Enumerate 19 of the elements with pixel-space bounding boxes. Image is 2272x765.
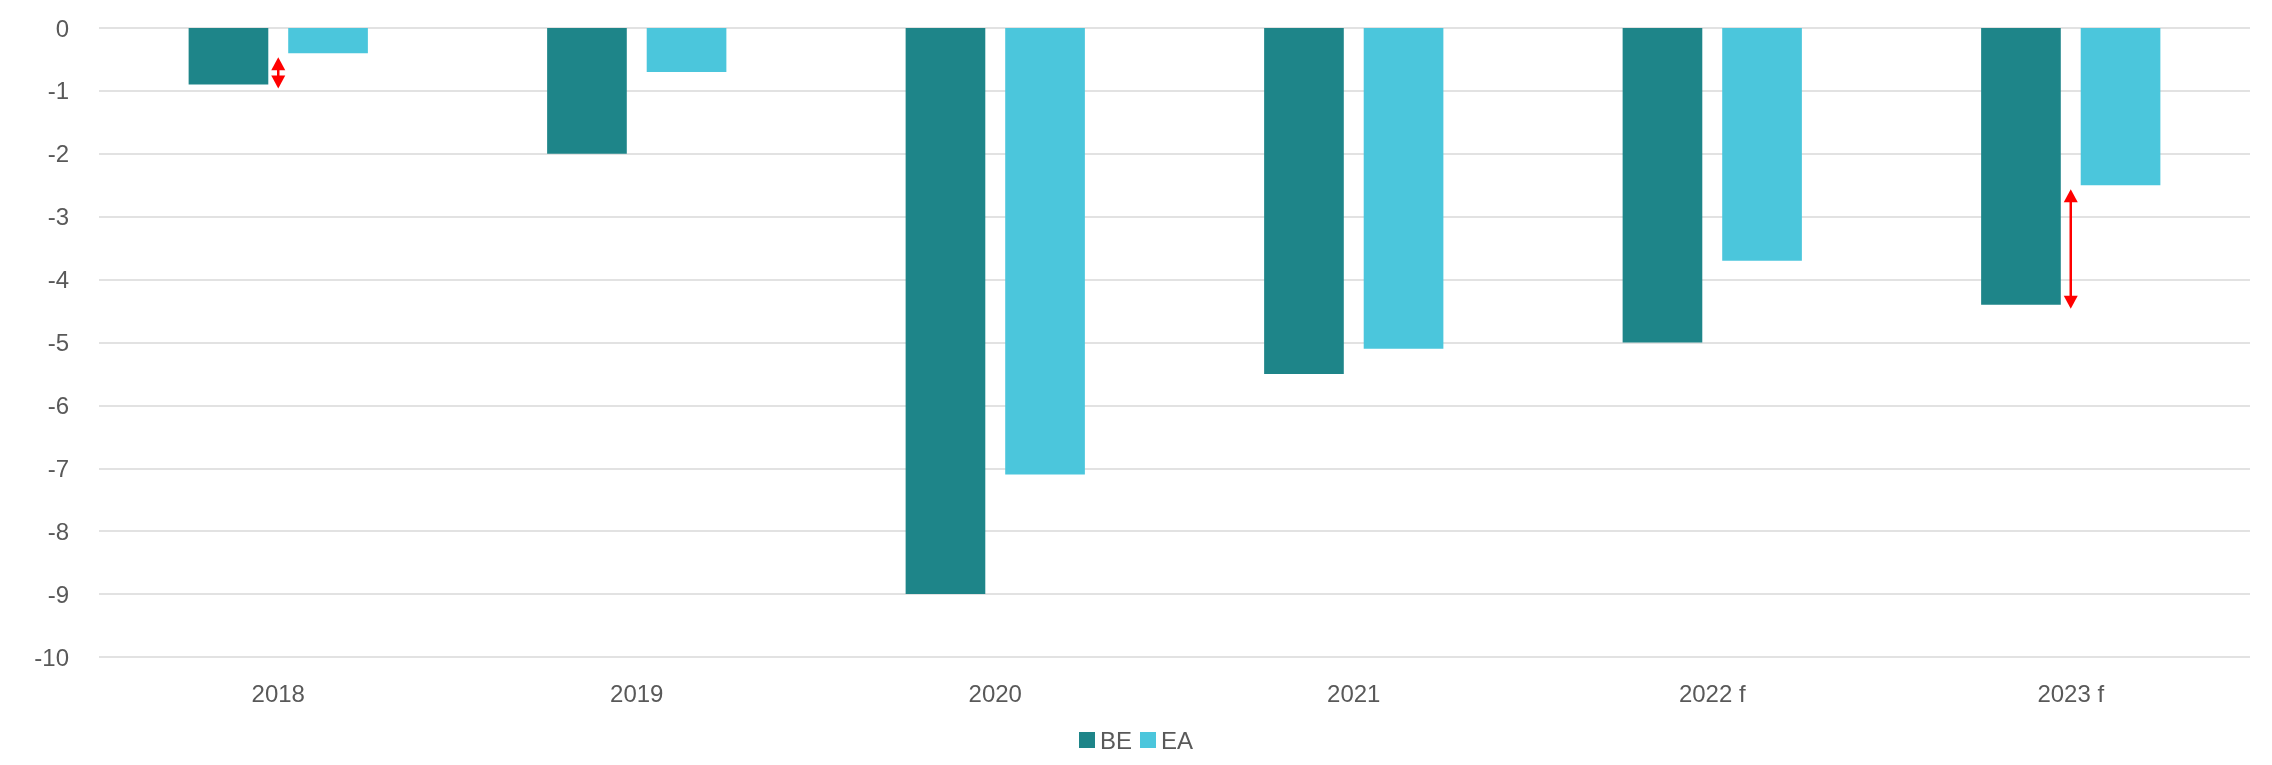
y-tick-label: -7 bbox=[47, 454, 69, 482]
x-tick-label: 2022 f bbox=[1678, 679, 1746, 707]
y-tick-label: -5 bbox=[47, 329, 69, 356]
legend-label: BE bbox=[1099, 726, 1132, 754]
legend-label: EA bbox=[1161, 726, 1194, 754]
x-tick-label: 2021 bbox=[1327, 679, 1381, 707]
y-tick-label: -3 bbox=[47, 203, 69, 231]
x-tick-label: 2023 f bbox=[2037, 679, 2105, 707]
y-tick-label: -9 bbox=[47, 580, 69, 608]
y-tick-label: -10 bbox=[34, 643, 69, 671]
y-tick-label: 0 bbox=[55, 14, 69, 42]
x-tick-label: 2020 bbox=[968, 679, 1022, 707]
y-tick-label: -2 bbox=[47, 140, 69, 168]
y-tick-label: -8 bbox=[47, 517, 69, 545]
x-tick-label: 2019 bbox=[610, 679, 664, 707]
y-tick-label: -4 bbox=[47, 266, 69, 294]
y-tick-label: -6 bbox=[47, 391, 69, 419]
y-tick-label: -1 bbox=[47, 77, 69, 105]
x-tick-label: 2018 bbox=[251, 679, 305, 707]
